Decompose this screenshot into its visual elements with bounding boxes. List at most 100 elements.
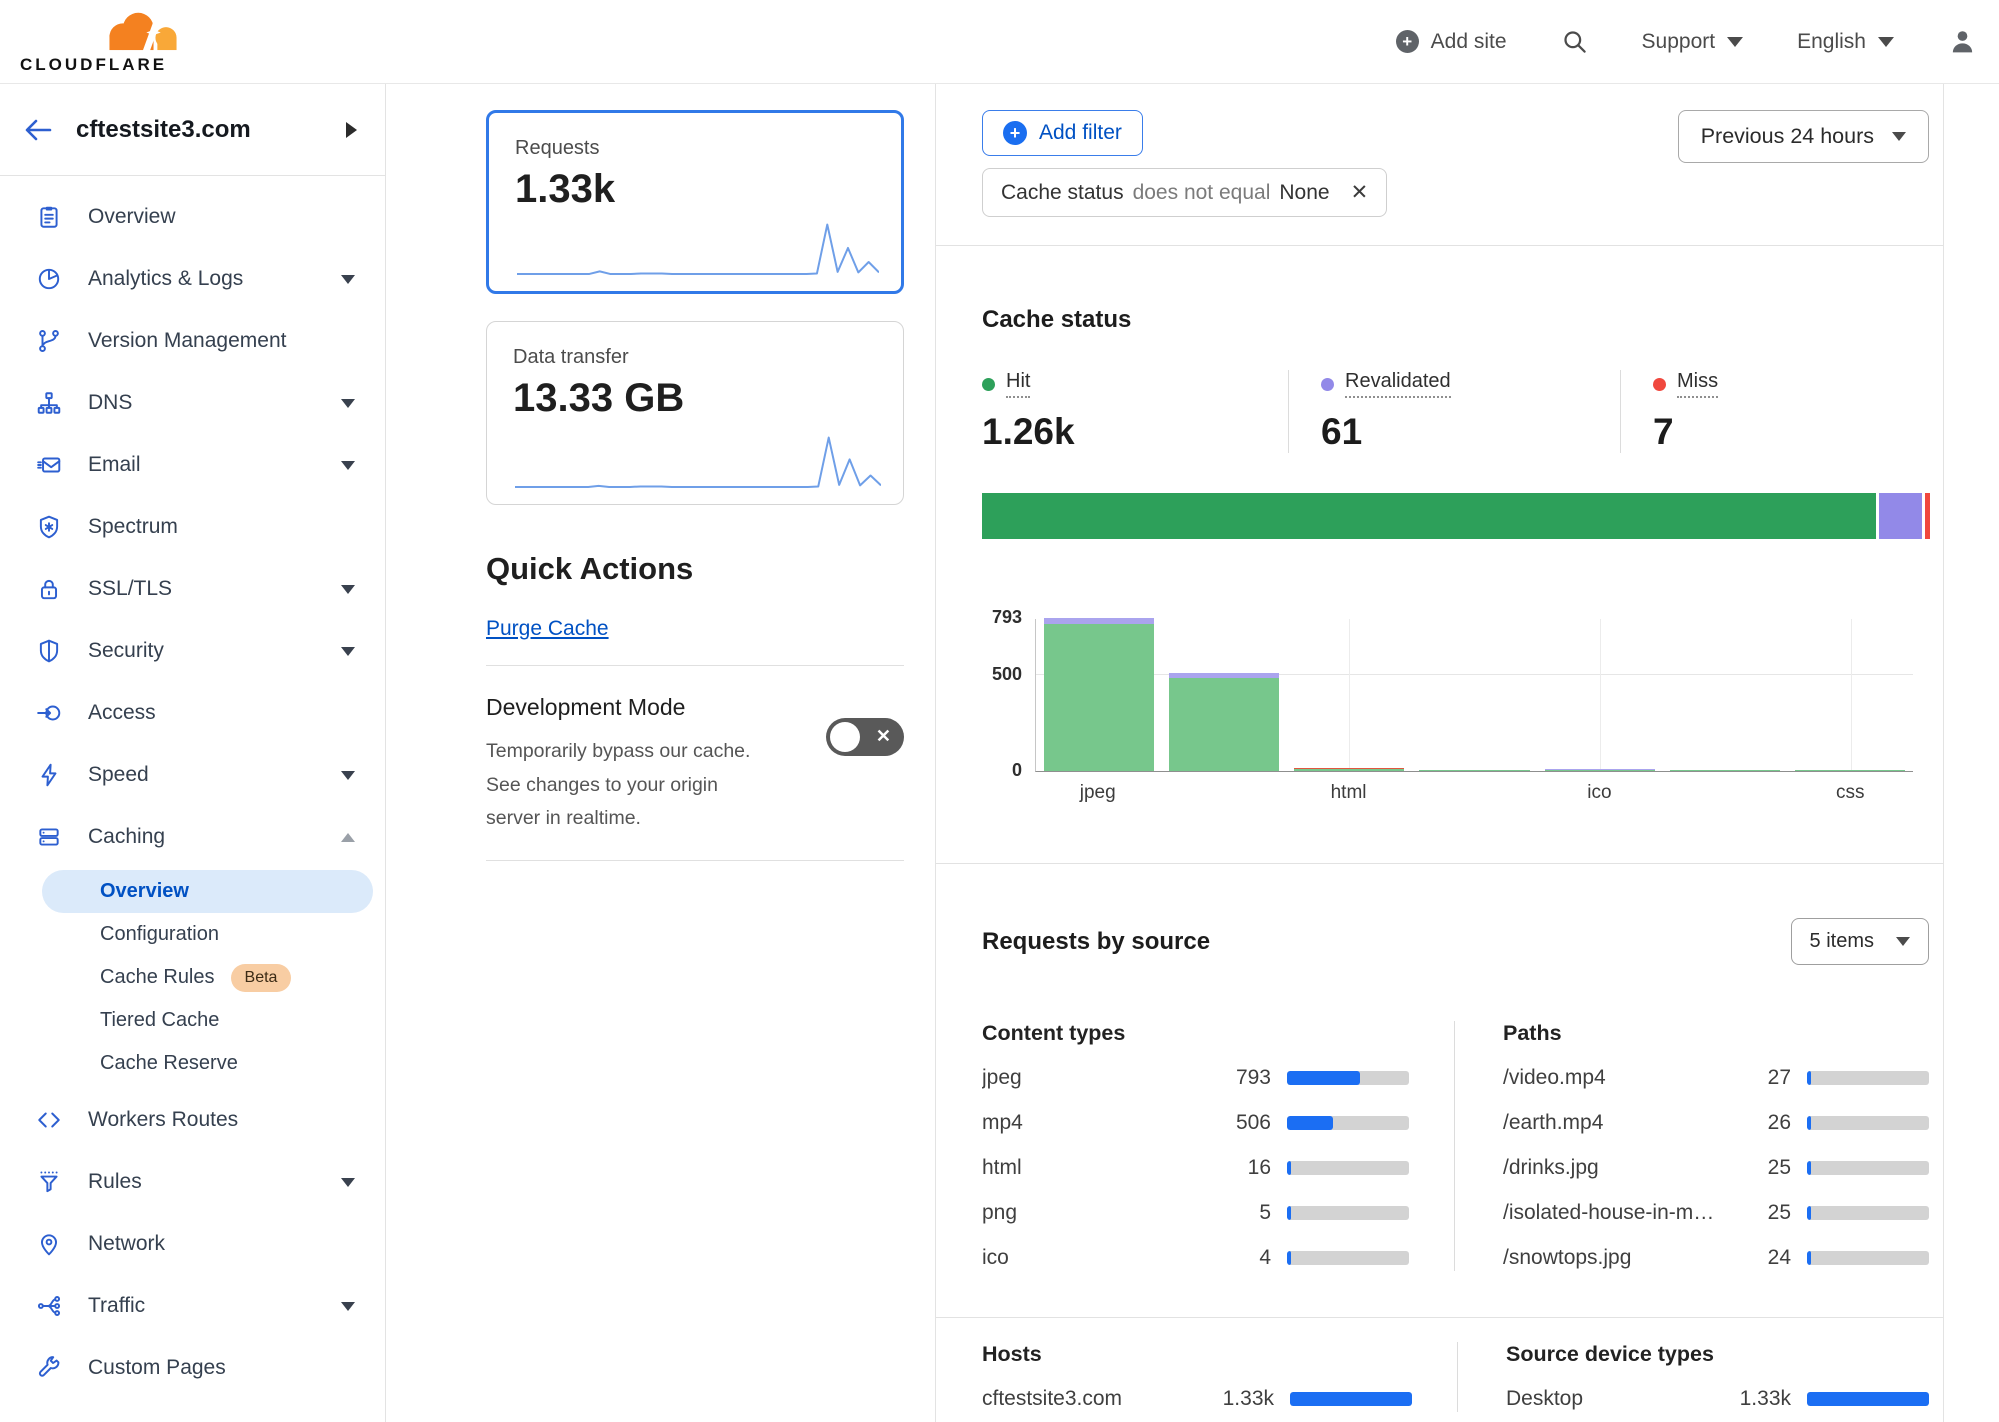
sidebar-subitem-label: Cache Reserve: [100, 1052, 238, 1074]
row-value: 27: [1767, 1066, 1791, 1089]
sidebar-item[interactable]: Custom Pages: [0, 1337, 385, 1399]
support-menu[interactable]: Support: [1642, 30, 1744, 54]
row-bar: [1807, 1071, 1929, 1085]
row-value: 25: [1767, 1156, 1791, 1179]
back-arrow-icon[interactable]: [24, 119, 52, 141]
requests-by-source-title: Requests by source: [982, 927, 1211, 955]
site-selector[interactable]: cftestsite3.com: [0, 84, 385, 176]
stat-label[interactable]: Miss: [1677, 370, 1719, 398]
sidebar-item-label: Speed: [88, 763, 149, 786]
branch-icon: [36, 328, 62, 354]
row-bar: [1287, 1116, 1409, 1130]
sidebar-item[interactable]: Network: [0, 1213, 385, 1275]
stat-label[interactable]: Revalidated: [1345, 370, 1451, 398]
row-bar: [1807, 1116, 1929, 1130]
sidebar-item[interactable]: Traffic: [0, 1275, 385, 1337]
sidebar-item[interactable]: SSL/TLS: [0, 558, 385, 620]
rem9ove-filter-icon[interactable]: ✕: [1350, 181, 1369, 204]
row-label: cftestsite3.com: [982, 1387, 1123, 1410]
source-row[interactable]: /isolated-house-in-mo... 25: [1503, 1200, 1929, 1226]
sidebar-item[interactable]: Spectrum: [0, 496, 385, 558]
source-row[interactable]: cftestsite3.com 1.33k: [982, 1386, 1412, 1412]
legend-dot-icon: [1321, 377, 1334, 391]
sidebar-subitem[interactable]: Cache Rules Beta: [42, 956, 373, 999]
sidebar-item[interactable]: Overview: [0, 186, 385, 248]
toggle-off-icon: ✕: [875, 726, 891, 747]
requests-metric-card[interactable]: Requests 1.33k: [486, 110, 904, 294]
filter-bar: + Add filter Cache status does not equal…: [982, 110, 1929, 217]
language-menu[interactable]: English: [1797, 30, 1894, 54]
source-row[interactable]: png 5: [982, 1200, 1409, 1226]
source-row[interactable]: /drinks.jpg 25: [1503, 1155, 1929, 1181]
stat-label[interactable]: Hit: [1006, 370, 1031, 398]
source-row[interactable]: jpeg 793: [982, 1065, 1409, 1091]
source-row[interactable]: mp4 506: [982, 1110, 1409, 1136]
filter-chip[interactable]: Cache status does not equal None ✕: [982, 168, 1388, 217]
filter-value: None: [1279, 180, 1330, 204]
sidebar-subitem[interactable]: Configuration: [42, 913, 373, 956]
sidebar-item[interactable]: Version Management: [0, 310, 385, 372]
source-device-types-title: Source device types: [1506, 1342, 1714, 1366]
row-bar: [1287, 1161, 1409, 1175]
development-mode-toggle[interactable]: ✕: [826, 718, 904, 756]
sidebar-item-label: Version Management: [88, 329, 287, 352]
add-filter-button[interactable]: + Add filter: [982, 110, 1143, 156]
cache-status-distribution-bar: [982, 493, 1930, 539]
add-site-button[interactable]: + Add site: [1395, 30, 1507, 54]
top-header: CLOUDFLARE + Add site Support English: [0, 0, 1999, 84]
pie-icon: [36, 266, 62, 292]
legend-dot-icon: [1653, 377, 1666, 391]
chevron-right-icon[interactable]: [346, 121, 357, 138]
sidebar-item[interactable]: Rules: [0, 1151, 385, 1213]
analytics-rail: Requests 1.33k Data transfer 13.33 GB Qu…: [386, 84, 936, 1422]
source-row[interactable]: html 16: [982, 1155, 1409, 1181]
sidebar-subitem[interactable]: Tiered Cache: [42, 999, 373, 1042]
sidebar-item[interactable]: Analytics & Logs: [0, 248, 385, 310]
sidebar-item[interactable]: Speed: [0, 744, 385, 806]
cloudflare-logo[interactable]: CLOUDFLARE: [20, 8, 188, 75]
row-bar: [1290, 1392, 1412, 1406]
sidebar-item-label: Security: [88, 639, 164, 662]
row-value: 4: [1259, 1246, 1271, 1269]
caret-icon: [341, 460, 355, 470]
divider: [936, 1317, 1943, 1318]
hosts-column: Hosts cftestsite3.com 1.33k: [982, 1342, 1457, 1412]
traffic-icon: [36, 1293, 62, 1319]
source-row[interactable]: /earth.mp4 26: [1503, 1110, 1929, 1136]
source-row[interactable]: /snowtops.jpg 24: [1503, 1245, 1929, 1271]
sidebar-subitem[interactable]: Cache Reserve: [42, 1042, 373, 1085]
source-row[interactable]: Desktop 1.33k: [1506, 1386, 1929, 1412]
sidebar-item[interactable]: Security: [0, 620, 385, 682]
data-transfer-metric-card[interactable]: Data transfer 13.33 GB: [486, 321, 904, 505]
row-value: 24: [1767, 1246, 1791, 1269]
source-row[interactable]: /video.mp4 27: [1503, 1065, 1929, 1091]
row-value: 1.33k: [1222, 1387, 1274, 1410]
search-button[interactable]: [1561, 28, 1588, 55]
time-range-select[interactable]: Previous 24 hours: [1677, 110, 1929, 163]
caret-icon: [341, 832, 355, 842]
sidebar-item[interactable]: Caching: [0, 806, 385, 868]
sidebar-item[interactable]: Access: [0, 682, 385, 744]
sidebar-item[interactable]: Email: [0, 434, 385, 496]
segment-revalidated: [1878, 493, 1923, 539]
account-menu[interactable]: [1948, 27, 1977, 56]
caret-icon: [341, 274, 355, 284]
sidebar-item[interactable]: DNS: [0, 372, 385, 434]
caret-icon: [341, 584, 355, 594]
sidebar-item[interactable]: Workers Routes: [0, 1089, 385, 1151]
code-icon: [36, 1107, 62, 1133]
bar-css: [1788, 619, 1913, 771]
x-axis-tick: jpeg: [1079, 782, 1116, 803]
sidebar-item-label: Email: [88, 453, 141, 476]
requests-label: Requests: [515, 137, 600, 159]
sidebar-item-label: Access: [88, 701, 156, 724]
items-count-select[interactable]: 5 items: [1790, 918, 1929, 965]
sidebar-subitem[interactable]: Overview: [42, 870, 373, 913]
time-range-label: Previous 24 hours: [1700, 124, 1874, 148]
bolt-icon: [36, 762, 62, 788]
user-icon: [1952, 31, 1973, 53]
caret-icon: [1727, 36, 1744, 47]
purge-cache-link[interactable]: Purge Cache: [486, 617, 609, 640]
source-row[interactable]: ico 4: [982, 1245, 1409, 1271]
sidebar: cftestsite3.com Overview Analytics & Log…: [0, 84, 386, 1422]
